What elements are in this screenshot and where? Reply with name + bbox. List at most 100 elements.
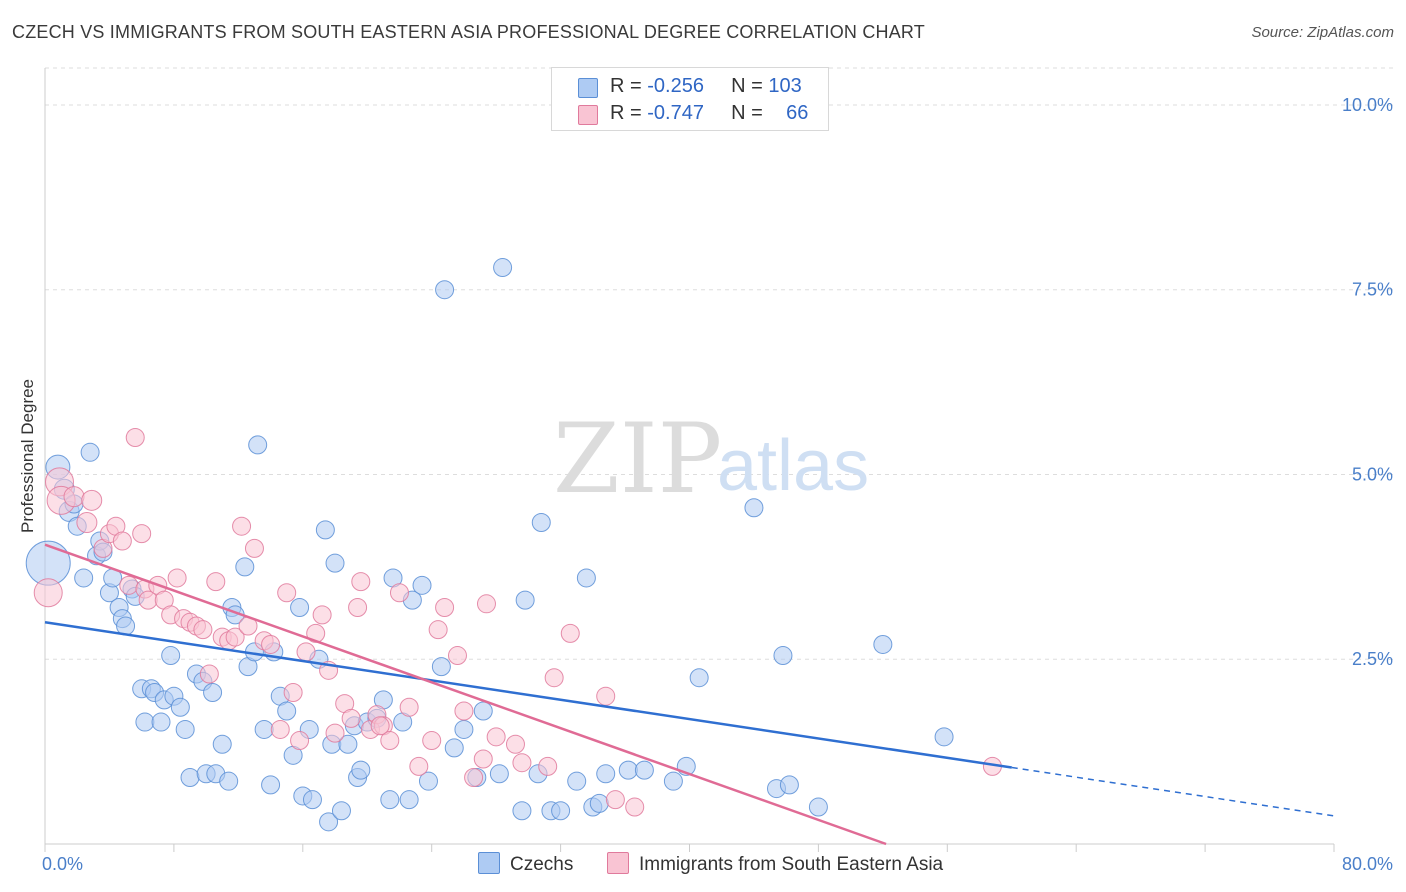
legend-r-label: R = — [610, 102, 642, 124]
data-point — [212, 734, 232, 754]
legend-n-label: N = — [731, 75, 763, 97]
data-point — [567, 771, 587, 791]
data-point — [435, 598, 455, 618]
y-tick-label: 2.5% — [1352, 649, 1393, 669]
data-point — [219, 771, 239, 791]
legend-row-immigrants: R = -0.747 N = 66 — [552, 101, 828, 127]
series-legend-czechs[interactable]: Czechs — [478, 852, 573, 876]
data-point — [512, 753, 532, 773]
data-point — [773, 646, 793, 666]
legend-text-czechs: R = -0.256 N = 103 — [610, 75, 802, 98]
data-point — [203, 682, 223, 702]
data-point — [489, 764, 509, 784]
data-point — [80, 442, 100, 462]
data-point — [512, 801, 532, 821]
data-point — [170, 697, 190, 717]
data-point — [399, 697, 419, 717]
y-tick-label: 7.5% — [1352, 280, 1393, 300]
data-point — [560, 623, 580, 643]
data-point — [464, 767, 484, 787]
y-tick-labels: 2.5% 5.0% 7.5% 10.0% — [1342, 95, 1393, 669]
series-points-czechs — [25, 258, 954, 832]
data-point — [418, 771, 438, 791]
data-point — [161, 646, 181, 666]
legend-text-immigrants: R = -0.747 N = 66 — [610, 102, 808, 125]
data-point — [625, 797, 645, 817]
data-point — [422, 731, 442, 751]
data-point — [634, 760, 654, 780]
data-point — [431, 657, 451, 677]
data-point — [119, 575, 139, 595]
data-point — [199, 664, 219, 684]
data-point — [319, 812, 339, 832]
data-point — [779, 775, 799, 795]
legend-row-czechs: R = -0.256 N = 103 — [552, 74, 828, 100]
data-point — [338, 734, 358, 754]
data-point — [473, 749, 493, 769]
data-point — [125, 428, 145, 448]
data-point — [261, 775, 281, 795]
series-label-immigrants: Immigrants from South Eastern Asia — [639, 854, 944, 875]
data-point — [325, 723, 345, 743]
data-point — [283, 682, 303, 702]
data-point — [744, 498, 764, 518]
chart-title: CZECH VS IMMIGRANTS FROM SOUTH EASTERN A… — [12, 22, 925, 42]
data-point — [306, 623, 326, 643]
data-point — [248, 435, 268, 455]
legend-r-label: R = — [610, 75, 642, 97]
data-point — [232, 516, 252, 536]
trend-line-czechs — [44, 621, 1012, 769]
data-point — [81, 489, 103, 511]
series-legend: Czechs Immigrants from South Eastern Asi… — [0, 850, 1406, 878]
data-point — [167, 568, 187, 588]
data-point — [473, 701, 493, 721]
correlation-legend: R = -0.256 N = 103 R = -0.747 N = 66 — [551, 67, 829, 131]
data-point — [934, 727, 954, 747]
data-point — [454, 719, 474, 739]
data-point — [290, 731, 310, 751]
data-point — [435, 280, 455, 300]
data-point — [605, 790, 625, 810]
data-point — [476, 594, 496, 614]
watermark: ZIP atlas — [553, 403, 869, 515]
data-point — [505, 734, 525, 754]
data-point — [193, 620, 213, 640]
data-point — [325, 553, 345, 573]
data-point — [277, 583, 297, 603]
data-point — [618, 760, 638, 780]
data-point — [412, 575, 432, 595]
data-point — [76, 512, 98, 534]
series-legend-immigrants[interactable]: Immigrants from South Eastern Asia — [607, 852, 943, 876]
data-point — [447, 646, 467, 666]
legend-r-value-immigrants: -0.747 — [647, 102, 704, 124]
data-point — [277, 701, 297, 721]
data-point — [808, 797, 828, 817]
data-point — [409, 756, 429, 776]
data-point — [315, 520, 335, 540]
data-point — [873, 634, 893, 654]
data-point — [261, 634, 281, 654]
legend-n-value-immigrants: 66 — [786, 102, 809, 124]
data-point — [302, 790, 322, 810]
data-point — [312, 605, 332, 625]
data-point — [235, 557, 255, 577]
data-point — [380, 731, 400, 751]
data-point — [454, 701, 474, 721]
data-point — [663, 771, 683, 791]
data-point — [341, 708, 361, 728]
data-point — [576, 568, 596, 588]
x-tick-label-min: 0.0% — [42, 854, 83, 874]
data-point — [596, 764, 616, 784]
series-swatch-immigrants — [607, 852, 629, 874]
data-point — [428, 620, 448, 640]
y-tick-label: 5.0% — [1352, 464, 1393, 484]
data-point — [399, 790, 419, 810]
data-point — [290, 598, 310, 618]
data-point — [296, 642, 316, 662]
data-point — [689, 668, 709, 688]
series-points-immigrants — [33, 428, 1002, 817]
legend-n-label: N = — [731, 102, 763, 124]
data-point — [135, 712, 155, 732]
series-swatch-czechs — [478, 852, 500, 874]
